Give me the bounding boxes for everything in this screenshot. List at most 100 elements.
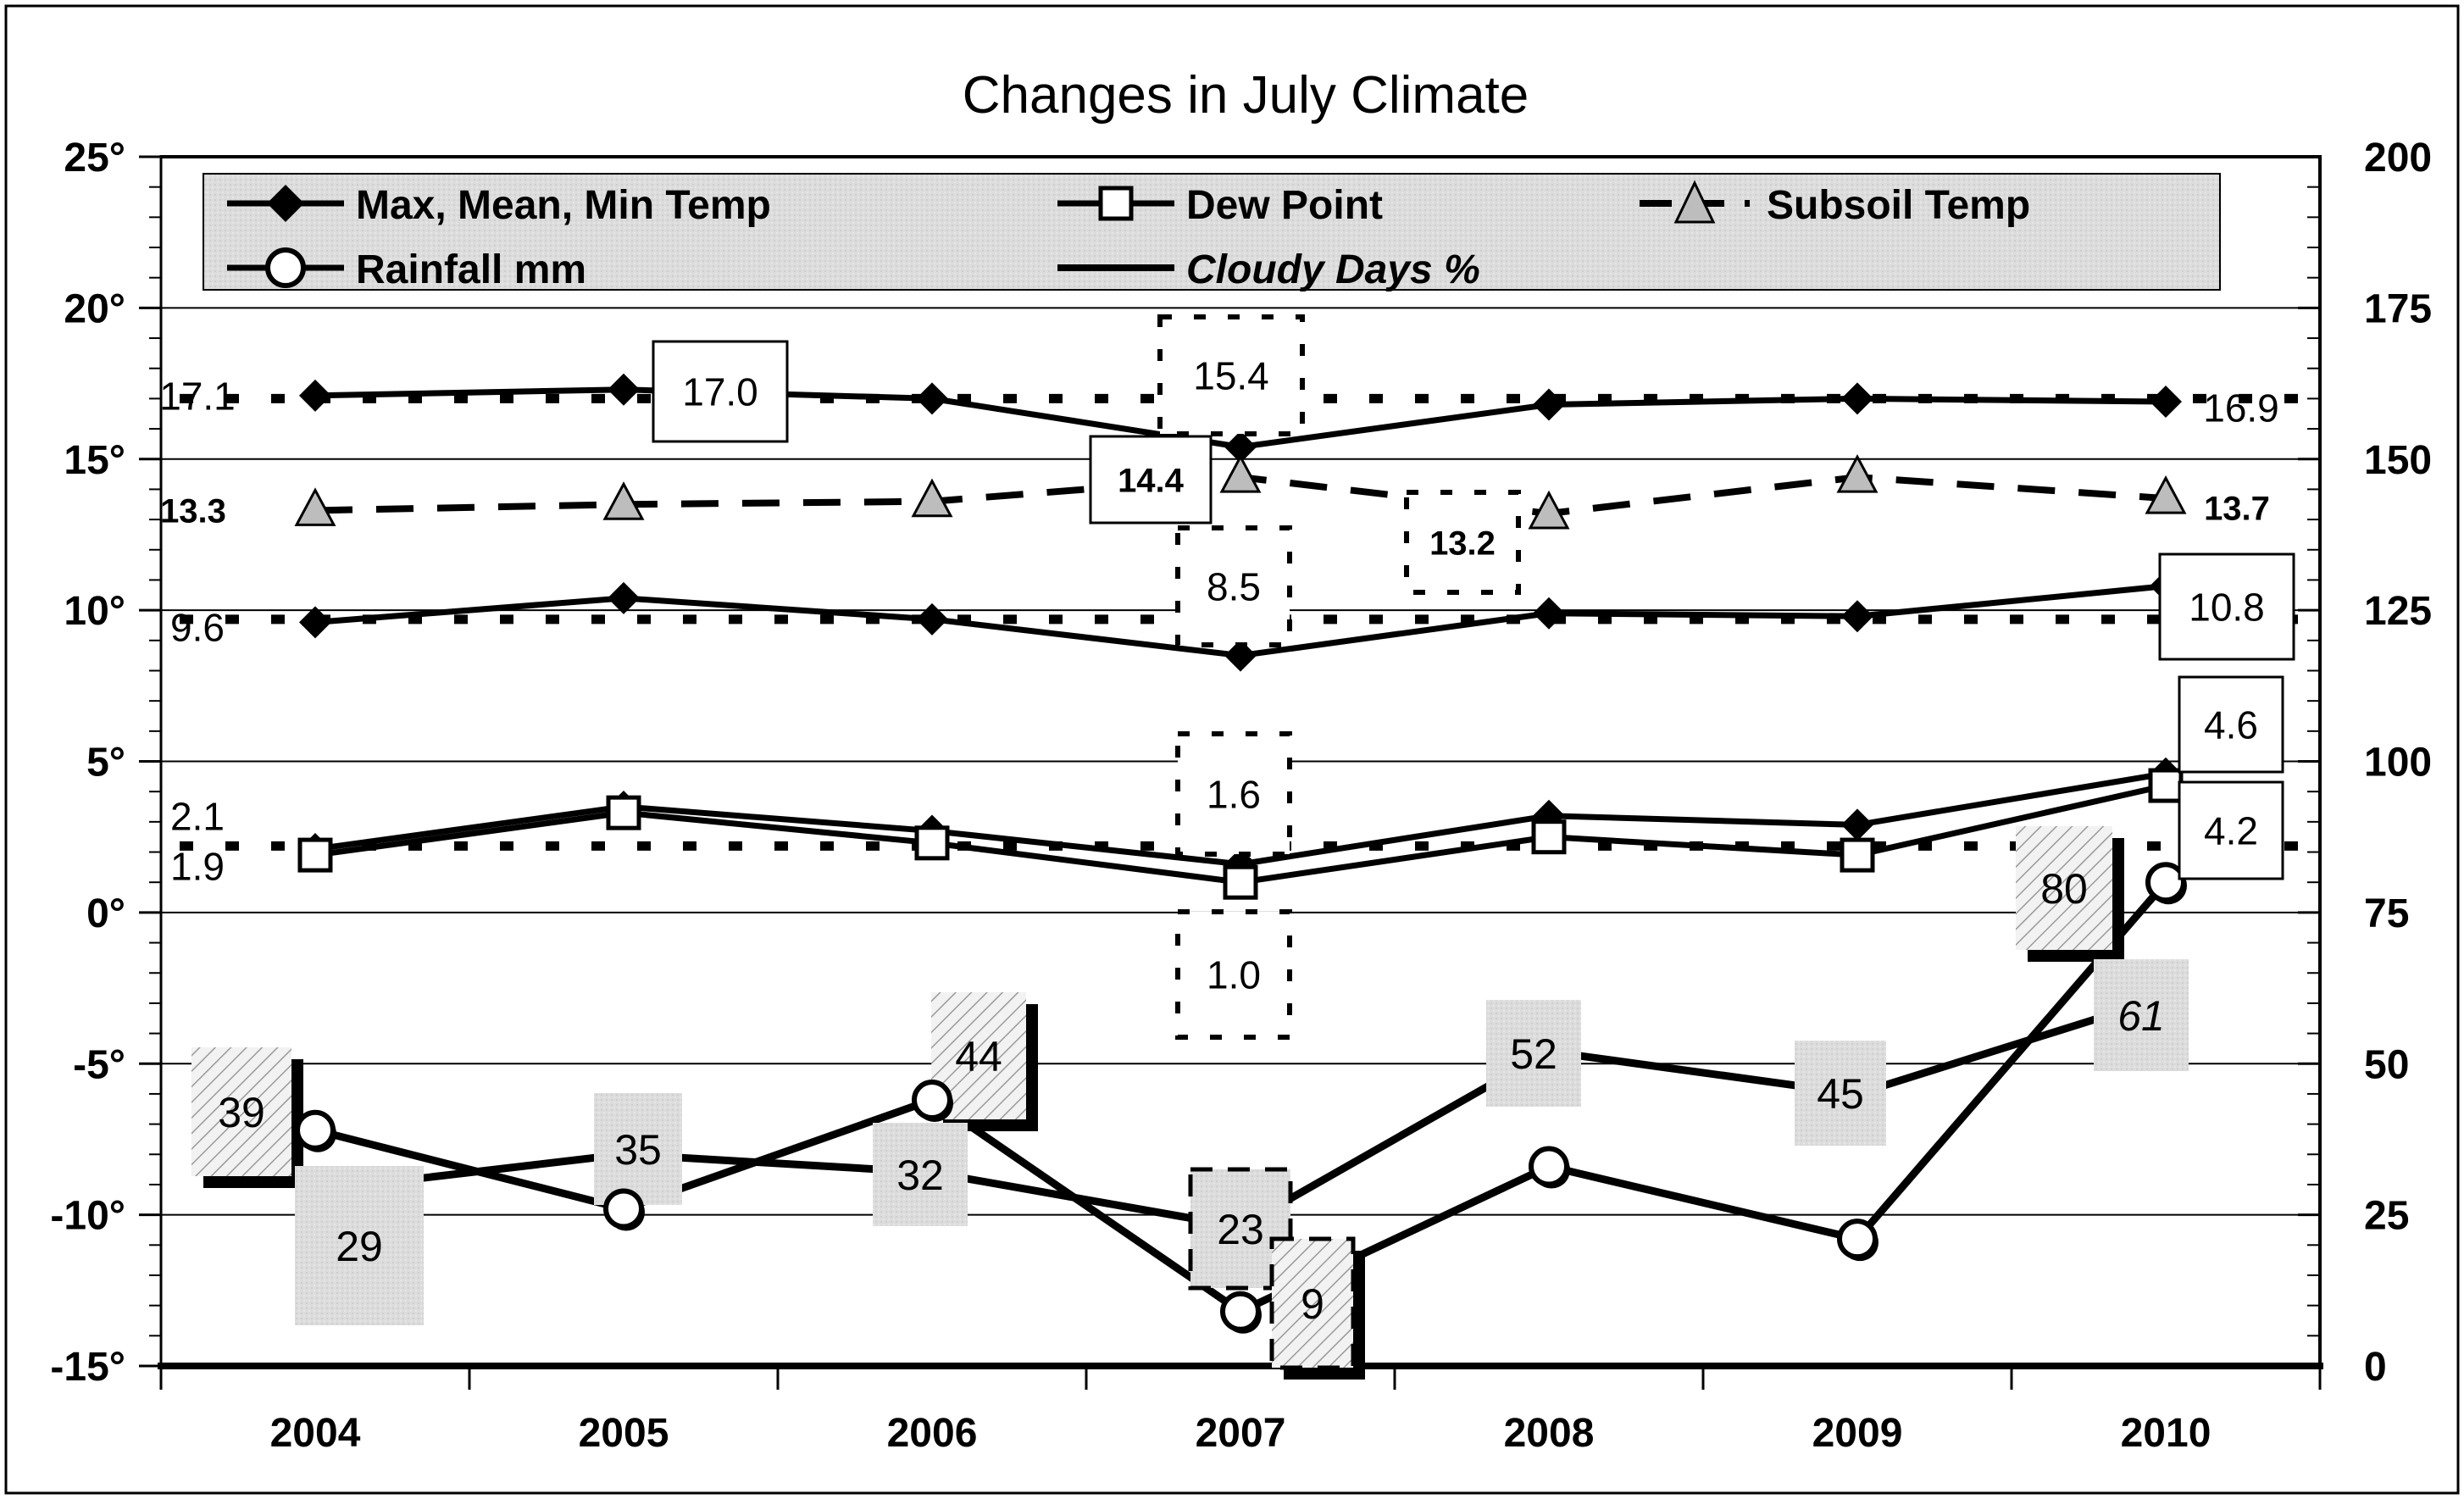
legend-label-rainfall: Rainfall mm: [356, 247, 586, 292]
series-point-subsoil-temp-2008: [1528, 490, 1570, 530]
legend-box: [203, 173, 2221, 291]
series-point-dew-point-2008: [1531, 819, 1567, 855]
data-label-1.6: 1.6: [1207, 773, 1261, 817]
square-marker-icon: [1098, 186, 1134, 221]
data-label-14.4: 14.4: [1118, 462, 1185, 499]
label-box-10.8: [2158, 552, 2295, 661]
series-point-min-temp-2009: [1841, 808, 1873, 841]
diamond-marker-icon: [267, 185, 304, 222]
series-point-rainfall-mm-2005: [603, 1188, 644, 1230]
series-point-dew-point-2007: [1223, 864, 1258, 900]
data-label-44: 44: [955, 1033, 1002, 1080]
outline-label-boxes-layer: [652, 314, 2295, 1040]
series-point-dew-point-2005: [606, 795, 641, 830]
legend-item-dewpoint: Dew Point: [1057, 183, 1383, 228]
data-label-4.6: 4.6: [2204, 703, 2258, 747]
label-box-4.6: [2178, 675, 2284, 774]
data-labels-layer: 17.1 17.0 15.4 14.4 13.3 13.2 8.5 9.6 2.1 1.9 1.6 1…: [159, 354, 2279, 1328]
image-border: [4, 4, 2460, 1495]
legend-item-temp: Max, Mean, Min Temp: [227, 183, 771, 228]
data-label-4.2: 4.2: [2204, 809, 2258, 853]
label-box-32: [873, 1123, 968, 1226]
right-axis-label: 175: [2364, 286, 2432, 331]
left-axis-label: 0°: [86, 891, 125, 936]
series-point-subsoil-temp-2010: [2145, 475, 2187, 514]
series-point-rainfall-mm-2009: [1837, 1219, 1878, 1260]
series-point-rainfall-mm-2006: [912, 1080, 952, 1121]
left-axis-label: 25°: [64, 136, 125, 180]
series-point-mean-temp-2006: [916, 602, 948, 636]
left-axis-label: 10°: [64, 589, 125, 634]
series-point-subsoil-temp-2006: [911, 478, 953, 518]
series-point-rainfall-mm-2004: [295, 1109, 336, 1151]
data-label-2.1: 2.1: [170, 795, 225, 839]
label-box-1.6: [1175, 731, 1292, 857]
right-axis-label: 25: [2364, 1194, 2409, 1239]
series-point-rainfall-mm-2010: [2145, 862, 2186, 903]
label-box-80: [2016, 826, 2112, 950]
x-axis-label-2007: 2007: [1196, 1411, 1286, 1456]
left-axis-label: -15°: [50, 1345, 125, 1390]
legend-item-cloudy: Cloudy Days %: [1057, 247, 1480, 292]
right-axis-label: 0: [2364, 1345, 2387, 1390]
data-label-32: 32: [896, 1152, 944, 1199]
label-box-45: [1795, 1041, 1886, 1146]
right-axis-label: 50: [2364, 1042, 2409, 1087]
legend-label-dewpoint: Dew Point: [1186, 183, 1383, 228]
label-box-14.4: [1089, 435, 1213, 525]
left-axis-label: 5°: [86, 741, 125, 786]
left-axis-label: -5°: [73, 1042, 125, 1087]
series-point-rainfall-mm-2007: [1220, 1291, 1261, 1332]
series-point-dew-point-2010: [2148, 768, 2184, 803]
legend-item-subsoil: Subsoil Temp: [1640, 180, 2030, 228]
series-point-subsoil-temp-2009: [1836, 453, 1879, 493]
axis-labels-layer: -15° -10° -5° 0° 5° 10° 15° 20° 25° 0 25 50 75 100 125…: [50, 136, 2432, 1456]
label-box-4.2: [2178, 780, 2284, 880]
chart-title: Changes in July Climate: [963, 66, 1529, 125]
series-point-dew-point-2009: [1840, 837, 1875, 873]
right-axis-label: 200: [2364, 136, 2432, 180]
label-box-61: [2094, 959, 2189, 1071]
axis-ticks-layer: [139, 155, 2322, 1390]
data-label-13.3: 13.3: [160, 492, 226, 530]
label-box-15.4: [1157, 314, 1305, 436]
series-point-rainfall-mm-2008: [1529, 1146, 1569, 1187]
data-label-8.5: 8.5: [1207, 565, 1261, 609]
data-label-13.2: 13.2: [1429, 525, 1496, 562]
right-axis-label: 125: [2364, 589, 2432, 634]
series-point-dew-point-2006: [914, 825, 950, 861]
legend: Max, Mean, Min Temp Dew Point Subsoil Te…: [203, 173, 2221, 292]
series-point-max-temp-2004: [299, 379, 331, 412]
triangle-marker-icon: [1673, 180, 1716, 224]
data-label-9: 9: [1301, 1280, 1324, 1328]
series-point-subsoil-temp-2004: [294, 487, 336, 526]
legend-label-subsoil: Subsoil Temp: [1767, 183, 2030, 228]
data-label-45: 45: [1817, 1070, 1864, 1118]
label-box-29: [295, 1166, 424, 1325]
series-point-mean-temp-2009: [1841, 600, 1873, 633]
data-label-23: 23: [1217, 1206, 1264, 1253]
label-box-52: [1486, 1000, 1581, 1107]
series-point-max-temp-2007: [1224, 430, 1257, 464]
legend-label-temp: Max, Mean, Min Temp: [356, 183, 771, 228]
series-point-max-temp-2008: [1533, 388, 1565, 421]
label-box-9: [1269, 1236, 1356, 1370]
series-point-max-temp-2005: [608, 373, 640, 406]
left-axis-label: 20°: [64, 286, 125, 331]
series-point-max-temp-2006: [916, 382, 948, 415]
label-box-8.5: [1175, 525, 1292, 647]
data-label-29: 29: [336, 1223, 383, 1270]
label-box-17.0: [652, 340, 789, 443]
label-box-39: [191, 1047, 291, 1176]
data-label-17.0: 17.0: [682, 370, 758, 414]
data-label-39: 39: [218, 1089, 265, 1136]
x-axis-label-2010: 2010: [2121, 1411, 2211, 1456]
data-label-61: 61: [2117, 992, 2165, 1040]
x-axis-label-2006: 2006: [887, 1411, 978, 1456]
right-axis-label: 75: [2364, 891, 2409, 936]
label-box-13.2: [1404, 490, 1521, 595]
gridlines-layer: [161, 307, 2320, 1216]
data-label-15.4: 15.4: [1193, 354, 1269, 398]
left-axis-label: 15°: [64, 438, 125, 483]
